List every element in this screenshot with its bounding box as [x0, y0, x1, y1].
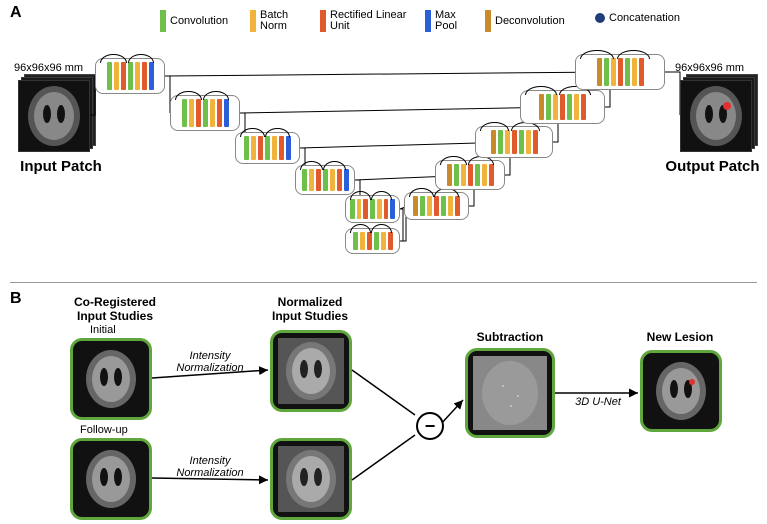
unet-block — [435, 160, 505, 190]
unet-block — [170, 95, 240, 131]
title-norm: Normalized Input Studies — [250, 295, 370, 323]
legend-maxpool: Max Pool — [425, 10, 457, 32]
legend-convolution: Convolution — [160, 10, 228, 32]
legend-batchnorm-swatch — [250, 10, 256, 32]
input-patch-stack — [18, 80, 90, 152]
box-initial — [70, 338, 152, 420]
unet-block — [575, 54, 665, 90]
initial-label: Initial — [90, 324, 116, 336]
followup-label: Follow-up — [80, 424, 128, 436]
unet-block — [520, 90, 605, 124]
unet-block — [235, 132, 300, 164]
input-patch-size: 96x96x96 mm — [14, 62, 83, 74]
arrow-unet: 3D U-Net — [568, 396, 628, 408]
unet-block — [475, 126, 553, 158]
input-patch-label: Input Patch — [6, 158, 116, 175]
legend-concat-label: Concatenation — [609, 12, 680, 24]
panel-divider — [10, 282, 757, 283]
box-subtraction — [465, 348, 555, 438]
legend-convolution-label: Convolution — [170, 15, 228, 27]
legend-deconv: Deconvolution — [485, 10, 565, 32]
legend-relu-label: Rectified Linear Unit — [330, 10, 406, 32]
legend-deconv-label: Deconvolution — [495, 15, 565, 27]
legend-deconv-swatch — [485, 10, 491, 32]
legend-batchnorm-label: Batch Norm — [260, 10, 288, 32]
arrow-norm-2: Intensity Normalization — [170, 455, 250, 479]
title-sub: Subtraction — [460, 330, 560, 344]
unet-block — [404, 192, 469, 220]
legend-convolution-swatch — [160, 10, 166, 32]
panel-a-label: A — [10, 4, 22, 22]
legend-maxpool-swatch — [425, 10, 431, 32]
unet-block — [295, 165, 355, 195]
panel-b-label: B — [10, 290, 22, 308]
legend-batchnorm: Batch Norm — [250, 10, 288, 32]
title-coreg: Co-Registered Input Studies — [55, 295, 175, 323]
output-patch-image — [680, 80, 752, 152]
legend-concat-swatch — [595, 13, 605, 23]
output-patch-stack — [680, 80, 752, 152]
unet-block — [95, 58, 165, 94]
unet-block — [345, 228, 400, 254]
output-patch-label: Output Patch — [655, 158, 767, 175]
input-patch-image — [18, 80, 90, 152]
box-newlesion — [640, 350, 722, 432]
unet-block — [345, 195, 400, 223]
box-followup — [70, 438, 152, 520]
legend-relu: Rectified Linear Unit — [320, 10, 406, 32]
arrow-norm-1: Intensity Normalization — [170, 350, 250, 374]
legend-concat: Concatenation — [595, 12, 680, 24]
legend-relu-swatch — [320, 10, 326, 32]
output-patch-size: 96x96x96 mm — [675, 62, 744, 74]
title-new: New Lesion — [630, 330, 730, 344]
minus-icon: − — [416, 412, 444, 440]
box-norm-initial — [270, 330, 352, 412]
box-norm-followup — [270, 438, 352, 520]
legend-maxpool-label: Max Pool — [435, 10, 457, 32]
